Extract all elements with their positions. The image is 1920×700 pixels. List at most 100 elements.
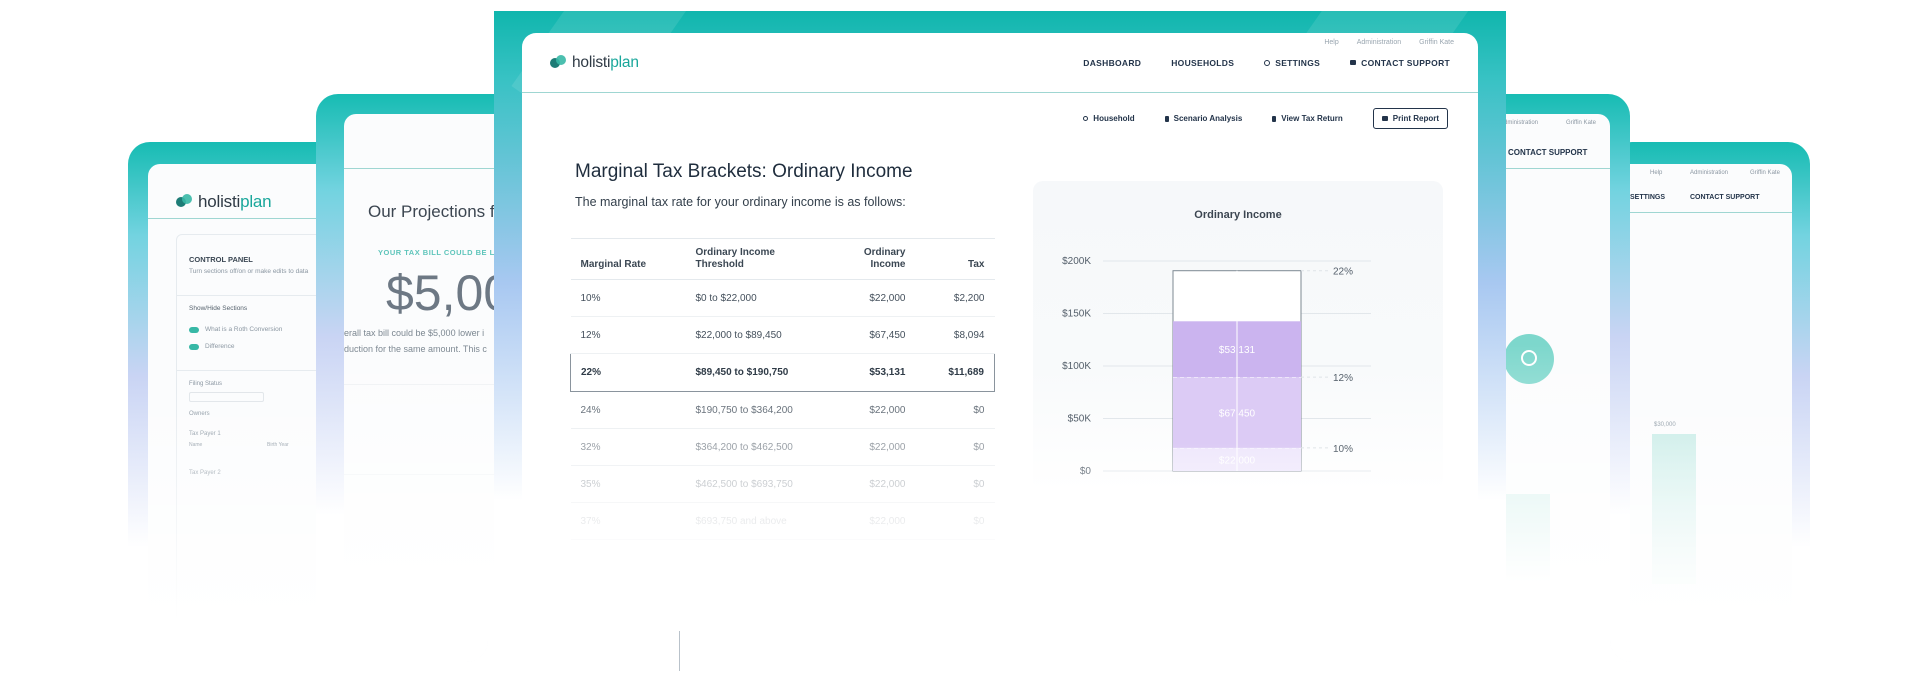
logo-text-holisti: holisti bbox=[572, 53, 611, 71]
right2-griffin[interactable]: Griffin Kate bbox=[1750, 170, 1780, 176]
y-tick-label: $150K bbox=[1062, 309, 1091, 320]
cell-threshold: $0 to $22,000 bbox=[685, 279, 826, 317]
toggle-difference-label: Difference bbox=[205, 343, 235, 350]
household-icon bbox=[1083, 116, 1089, 121]
at-icon bbox=[1521, 350, 1537, 366]
logo-mark-icon bbox=[550, 54, 566, 71]
right-preview-screen-2: Help Administration Griffin Kate SETTING… bbox=[1610, 164, 1792, 662]
user-menu-link[interactable]: Griffin Kate bbox=[1419, 39, 1454, 46]
navbar: holistiplan DASHBOARD HOUSEHOLDS SETTING… bbox=[522, 33, 1478, 93]
header-threshold: Ordinary Income Threshold bbox=[685, 238, 826, 280]
cell-rate: 32% bbox=[570, 428, 686, 466]
header-ordinary-income: Ordinary Income bbox=[825, 238, 916, 280]
cell-threshold: $190,750 to $364,200 bbox=[685, 391, 826, 429]
right2-settings[interactable]: SETTINGS bbox=[1630, 194, 1666, 201]
projections-big-value: $5,00 bbox=[386, 265, 512, 321]
chart-panel: Ordinary Income $0 $50K $100K $150K $200K $22… bbox=[1033, 181, 1443, 491]
cell-threshold: $89,450 to $190,750 bbox=[685, 353, 826, 392]
control-panel-title: CONTROL PANEL bbox=[189, 255, 253, 264]
table-row: 35% $462,500 to $693,750 $22,000 $0 bbox=[570, 465, 995, 503]
control-panel-desc: Turn sections off/on or make edits to da… bbox=[189, 268, 309, 275]
cell-income: $22,000 bbox=[825, 502, 916, 540]
right2-help[interactable]: Help bbox=[1650, 170, 1663, 176]
cell-tax: $0 bbox=[915, 465, 995, 503]
cell-rate: 37% bbox=[570, 502, 686, 540]
print-report-button[interactable]: Print Report bbox=[1372, 108, 1448, 129]
cell-income: $53,131 bbox=[825, 353, 916, 392]
cell-rate: 35% bbox=[570, 465, 686, 503]
subnav: Household Scenario Analysis View Tax Ret… bbox=[1083, 108, 1448, 129]
logo-text-plan: plan bbox=[240, 192, 272, 211]
cell-tax: $8,094 bbox=[915, 316, 995, 354]
table-row: 24% $190,750 to $364,200 $22,000 $0 bbox=[570, 391, 995, 429]
right2-contact[interactable]: CONTACT SUPPORT bbox=[1690, 194, 1760, 201]
header-tax: Tax bbox=[915, 238, 995, 280]
cell-tax: $0 bbox=[915, 502, 995, 540]
nav-contact-support[interactable]: CONTACT SUPPORT bbox=[1350, 58, 1450, 68]
right2-bar-value: $30,000 bbox=[1654, 422, 1676, 428]
chart-title: Ordinary Income bbox=[1194, 209, 1282, 221]
tax-payer-1-label: Tax Payer 1 bbox=[189, 431, 221, 437]
filing-status-label: Filing Status bbox=[189, 381, 223, 387]
cell-income: $67,450 bbox=[825, 316, 916, 354]
right1-contact[interactable]: CONTACT SUPPORT bbox=[1508, 148, 1588, 157]
page-title: Marginal Tax Brackets: Ordinary Income bbox=[575, 161, 913, 182]
bottom-divider bbox=[679, 631, 680, 671]
header-marginal-rate: Marginal Rate bbox=[570, 238, 686, 280]
left-logo: holistiplan bbox=[176, 192, 272, 212]
nav-households[interactable]: HOUSEHOLDS bbox=[1171, 57, 1235, 68]
right2-admin[interactable]: Administration bbox=[1690, 170, 1729, 176]
projections-heading: Our Projections fo bbox=[368, 202, 505, 221]
subnav-household[interactable]: Household bbox=[1083, 114, 1135, 123]
subnav-scenario-analysis[interactable]: Scenario Analysis bbox=[1164, 114, 1242, 123]
subnav-view-tax-return[interactable]: View Tax Return bbox=[1272, 114, 1343, 123]
right1-admin[interactable]: Administration bbox=[1500, 120, 1539, 126]
toggle-difference[interactable] bbox=[189, 344, 199, 350]
projections-line-1: erall tax bill could be $5,000 lower i bbox=[344, 328, 485, 338]
nav-settings[interactable]: SETTINGS bbox=[1264, 58, 1320, 68]
cell-tax: $11,689 bbox=[915, 353, 995, 392]
table-row: 37% $693,750 and above $22,000 $0 bbox=[570, 502, 995, 540]
cell-tax: $0 bbox=[915, 391, 995, 429]
show-hide-label: Show/Hide Sections bbox=[189, 305, 248, 312]
cell-threshold: $364,200 to $462,500 bbox=[685, 428, 826, 466]
ordinary-income-chart: $0$50K$100K$150K$200K$22,000$67,450$53,1… bbox=[1062, 256, 1371, 477]
cell-income: $22,000 bbox=[825, 279, 916, 317]
rate-marker-label: 22% bbox=[1333, 267, 1353, 278]
nav-dashboard[interactable]: DASHBOARD bbox=[1083, 57, 1142, 68]
file-icon bbox=[1272, 115, 1277, 122]
document-icon bbox=[1164, 115, 1169, 122]
main-window-screen: Help Administration Griffin Kate holisti… bbox=[522, 33, 1478, 633]
page-subtitle: The marginal tax rate for your ordinary … bbox=[575, 195, 906, 209]
birth-year-label-1: Birth Year bbox=[267, 442, 289, 448]
y-tick-label: $200K bbox=[1062, 256, 1091, 267]
cell-income: $22,000 bbox=[825, 391, 916, 429]
right1-flow-icon bbox=[1504, 334, 1554, 384]
cell-threshold: $22,000 to $89,450 bbox=[685, 316, 826, 354]
cell-income: $22,000 bbox=[825, 428, 916, 466]
cell-threshold: $462,500 to $693,750 bbox=[685, 465, 826, 503]
right-preview-card-2: Help Administration Griffin Kate SETTING… bbox=[1610, 142, 1810, 662]
top-links: Help Administration Griffin Kate bbox=[1324, 39, 1454, 46]
chat-icon bbox=[1350, 60, 1357, 65]
rate-marker-label: 10% bbox=[1333, 444, 1353, 455]
table-row: 10% $0 to $22,000 $22,000 $2,200 bbox=[570, 279, 995, 317]
projections-preview-card: Our Projections fo YOUR TAX BILL COULD B… bbox=[316, 94, 516, 634]
toggle-roth[interactable] bbox=[189, 327, 199, 333]
cell-rate: 10% bbox=[570, 279, 686, 317]
main-logo[interactable]: holistiplan bbox=[550, 54, 639, 72]
gear-icon bbox=[1264, 59, 1271, 66]
projections-line-2: duction for the same amount. This c bbox=[344, 344, 487, 354]
right1-griffin[interactable]: Griffin Kate bbox=[1566, 120, 1596, 126]
printer-icon bbox=[1381, 116, 1388, 121]
table-row: 32% $364,200 to $462,500 $22,000 $0 bbox=[570, 428, 995, 466]
filing-status-select[interactable] bbox=[189, 392, 264, 402]
administration-link[interactable]: Administration bbox=[1356, 39, 1402, 46]
tax-payer-2-label: Tax Payer 2 bbox=[189, 470, 221, 476]
help-link[interactable]: Help bbox=[1324, 39, 1339, 46]
projections-callout: YOUR TAX BILL COULD BE L bbox=[378, 248, 495, 257]
owners-label: Owners bbox=[189, 411, 210, 417]
toggle-roth-label: What is a Roth Conversion bbox=[205, 326, 283, 333]
cell-tax: $0 bbox=[915, 428, 995, 466]
y-tick-label: $0 bbox=[1080, 466, 1092, 477]
